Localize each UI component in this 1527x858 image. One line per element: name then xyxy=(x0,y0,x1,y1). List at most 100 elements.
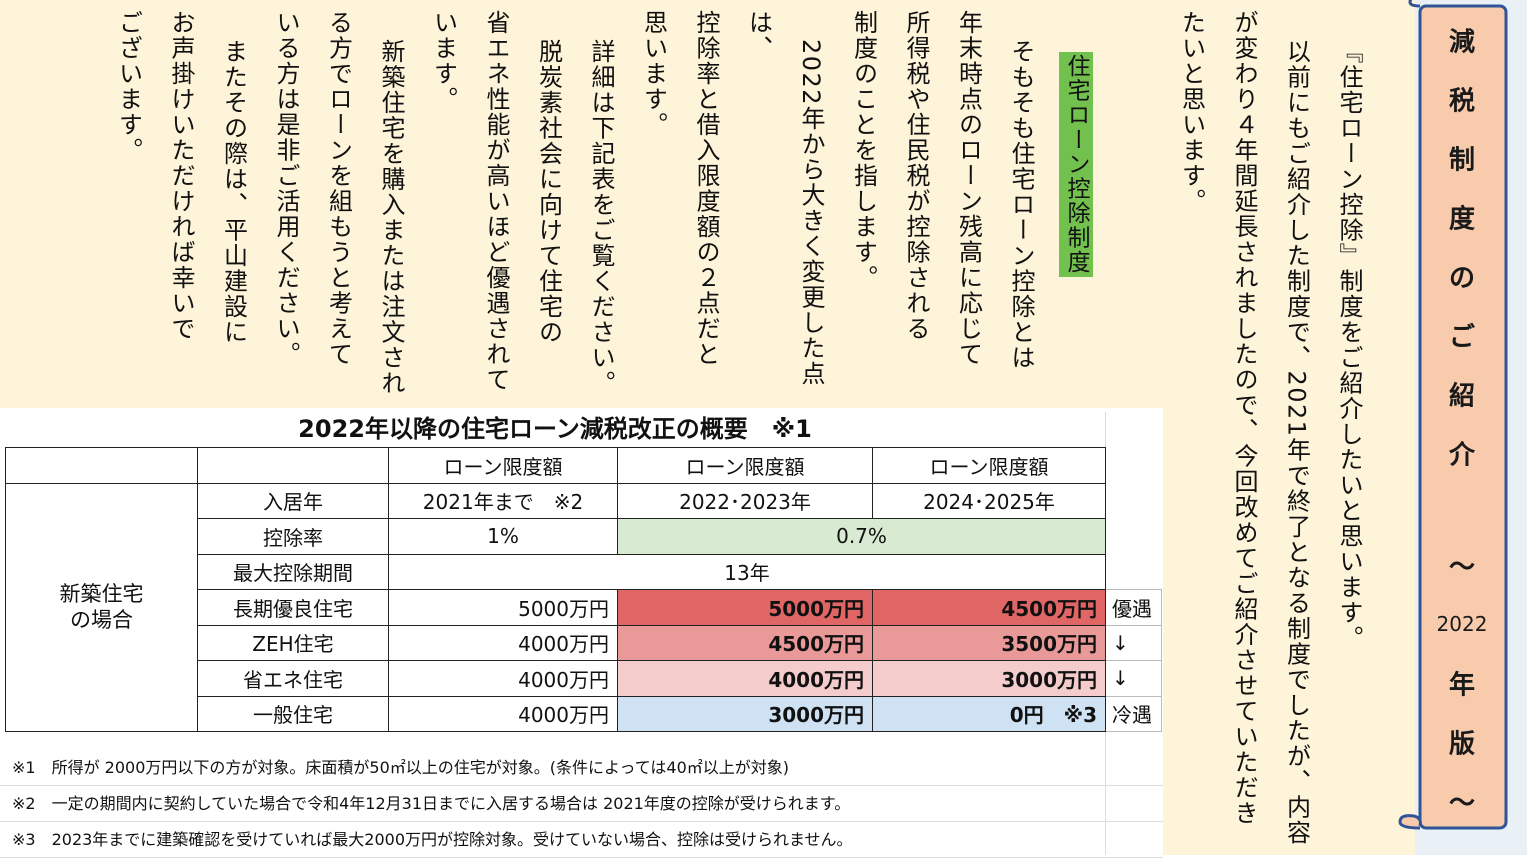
row-label: ZEH住宅 xyxy=(197,624,389,661)
background-right xyxy=(1163,0,1415,855)
banner-glyph: 年 xyxy=(1448,670,1475,701)
header-cell: ローン限度額 xyxy=(872,447,1106,484)
text-line: る方でローンを組もうと考えて xyxy=(324,10,353,367)
paragraph: 2022年から大きく変更した点は、 控除率と借入限度額の２点だと 思います。 xyxy=(627,10,837,405)
text-line: 2022年から大きく変更した点は、 xyxy=(744,10,826,387)
value-cell: 4000万円 xyxy=(617,660,873,697)
intro-text: 『住宅ローン控除』制度をご紹介したいと思います。 以前にもご紹介した制度で、202… xyxy=(1165,10,1375,850)
text-line: 新築住宅を購入または注文され xyxy=(377,38,405,396)
value-cell: 0.7% xyxy=(617,518,1106,555)
group-label: 新築住宅 の場合 xyxy=(5,482,198,732)
table: ローン限度額 ローン限度額 ローン限度額 新築住宅 の場合 入居年 2021年まで ※2 20… xyxy=(5,447,1162,732)
banner-glyph: 税 xyxy=(1448,86,1475,117)
scroll-curl xyxy=(1398,814,1422,830)
heading-column: 住宅ローン控除制度 xyxy=(1047,10,1102,405)
scroll-curl xyxy=(1408,0,1421,8)
cell xyxy=(1105,447,1162,483)
text-line: そもそも住宅ローン控除とは xyxy=(1007,38,1035,371)
value-cell: 0円 ※3 xyxy=(872,695,1106,732)
paragraph: 『住宅ローン控除』制度をご紹介したいと思います。 xyxy=(1323,10,1376,850)
table-title: 2022年以降の住宅ローン減税改正の概要 ※1 xyxy=(298,415,812,443)
paragraph: またその際は、平山建設に お声掛けいただければ幸いで ございます。 xyxy=(102,10,260,405)
value-cell: 3500万円 xyxy=(872,624,1106,661)
paragraph: 脱炭素社会に向けて住宅の 省エネ性能が高いほど優遇されて います。 xyxy=(417,10,575,405)
table-row: 控除率 1% 0.7% xyxy=(6,518,1162,555)
row-tag: ↓ xyxy=(1105,660,1162,697)
notes: ※1 所得が 2000万円以下の方が対象。床面積が50㎡以上の住宅が対象。(条件… xyxy=(0,750,1163,858)
text-line: 省エネ性能が高いほど優遇されて xyxy=(482,10,510,393)
header-cell: ローン限度額 xyxy=(617,447,873,484)
banner-glyph: 度 xyxy=(1448,204,1475,235)
scroll-body xyxy=(1418,4,1508,830)
cell xyxy=(1105,518,1162,554)
text-line: 思います。 xyxy=(639,10,668,138)
row-tag: 冷遇 xyxy=(1105,695,1162,732)
value-cell: 5000万円 xyxy=(388,589,618,626)
cell xyxy=(197,447,389,484)
value-cell: 2022･2023年 xyxy=(617,482,873,519)
text-line: 以前にもご紹介した制度で、2021年で終了となる制度でしたが、内容 xyxy=(1282,38,1311,846)
row-label: 一般住宅 xyxy=(197,695,389,732)
value-cell: 3000万円 xyxy=(872,660,1106,697)
value-cell: 3000万円 xyxy=(617,695,873,732)
paragraph: そもそも住宅ローン控除とは 年末時点のローン残高に応じて 所得税や住民税が控除される… xyxy=(837,10,1047,405)
text-line: が変わり４年間延長されましたので、今回改めてご紹介させていただき xyxy=(1230,10,1258,826)
text-line: お声掛けいただければ幸いで xyxy=(167,10,195,342)
section-heading: 住宅ローン控除制度 xyxy=(1059,52,1093,277)
paragraph: 新築住宅を購入または注文され る方でローンを組もうと考えて いる方は是非ご活用くださ… xyxy=(260,10,418,405)
row-label: 控除率 xyxy=(197,518,389,555)
row-label: 入居年 xyxy=(197,482,389,519)
banner-glyph: 制 xyxy=(1448,145,1475,176)
row-label: 最大控除期間 xyxy=(197,553,389,590)
cell xyxy=(1105,483,1162,519)
banner-glyph: 版 xyxy=(1448,729,1475,760)
text-line: 控除率と借入限度額の２点だと xyxy=(692,10,720,367)
text-line: 年末時点のローン残高に応じて xyxy=(954,10,983,367)
banner-glyph: ～ xyxy=(1448,788,1475,819)
banner-glyph: の xyxy=(1448,263,1475,294)
banner-glyph: 2022 xyxy=(1436,612,1488,636)
text-line: 詳細は下記表をご覧ください。 xyxy=(587,38,615,396)
text-line: 脱炭素社会に向けて住宅の xyxy=(534,38,563,345)
row-label: 省エネ住宅 xyxy=(197,660,389,697)
value-cell: 2024･2025年 xyxy=(872,482,1106,519)
value-cell: 4500万円 xyxy=(872,589,1106,626)
group-label-line: 新築住宅 xyxy=(59,582,144,607)
cell xyxy=(5,447,198,484)
row-tag: ↓ xyxy=(1105,624,1162,661)
value-cell: 4000万円 xyxy=(388,695,618,732)
banner-glyph: 紹 xyxy=(1448,381,1475,412)
paragraph: 詳細は下記表をご覧ください。 xyxy=(575,10,628,405)
table-row: ZEH住宅 4000万円 4500万円 3500万円 ↓ xyxy=(6,624,1162,661)
text-line: 制度のことを指します。 xyxy=(849,10,878,291)
footnote: ※1 所得が 2000万円以下の方が対象。床面積が50㎡以上の住宅が対象。(条件… xyxy=(0,750,1163,786)
banner-glyph: ～ xyxy=(1448,552,1475,583)
banner-glyph: 減 xyxy=(1448,27,1475,58)
row-tag: 優遇 xyxy=(1105,589,1162,626)
table-row: 一般住宅 4000万円 3000万円 0円 ※3 冷遇 xyxy=(6,695,1162,732)
row-label: 長期優良住宅 xyxy=(197,589,389,626)
value-cell: 4500万円 xyxy=(617,624,873,661)
table-row: ローン限度額 ローン限度額 ローン限度額 xyxy=(5,447,1162,484)
header-cell: ローン限度額 xyxy=(388,447,618,484)
table-row: 最大控除期間 13年 xyxy=(6,553,1162,590)
value-cell: 13年 xyxy=(388,553,1106,590)
value-cell: 5000万円 xyxy=(617,589,873,626)
text-line: 所得税や住民税が控除される xyxy=(902,10,930,342)
text-line: たいと思います。 xyxy=(1177,10,1206,214)
text-line: います。 xyxy=(429,10,458,112)
text-line: またその際は、平山建設に xyxy=(219,38,248,345)
banner-glyph: ご xyxy=(1448,322,1475,353)
cell xyxy=(1105,554,1162,590)
value-cell: 4000万円 xyxy=(388,660,618,697)
table-row: 新築住宅 の場合 入居年 2021年まで ※2 2022･2023年 2024･2025年 xyxy=(5,482,1162,732)
banner-glyph: 介 xyxy=(1448,440,1475,471)
footnote: ※3 2023年までに建築確認を受けていれば最大2000万円が控除対象。受けてい… xyxy=(0,822,1163,858)
value-cell: 1% xyxy=(388,518,618,555)
text-line: ございます。 xyxy=(114,10,143,163)
text-line: 『住宅ローン控除』制度をご紹介したいと思います。 xyxy=(1335,38,1363,651)
text-line: いる方は是非ご活用ください。 xyxy=(272,10,300,367)
value-cell: 4000万円 xyxy=(388,624,618,661)
